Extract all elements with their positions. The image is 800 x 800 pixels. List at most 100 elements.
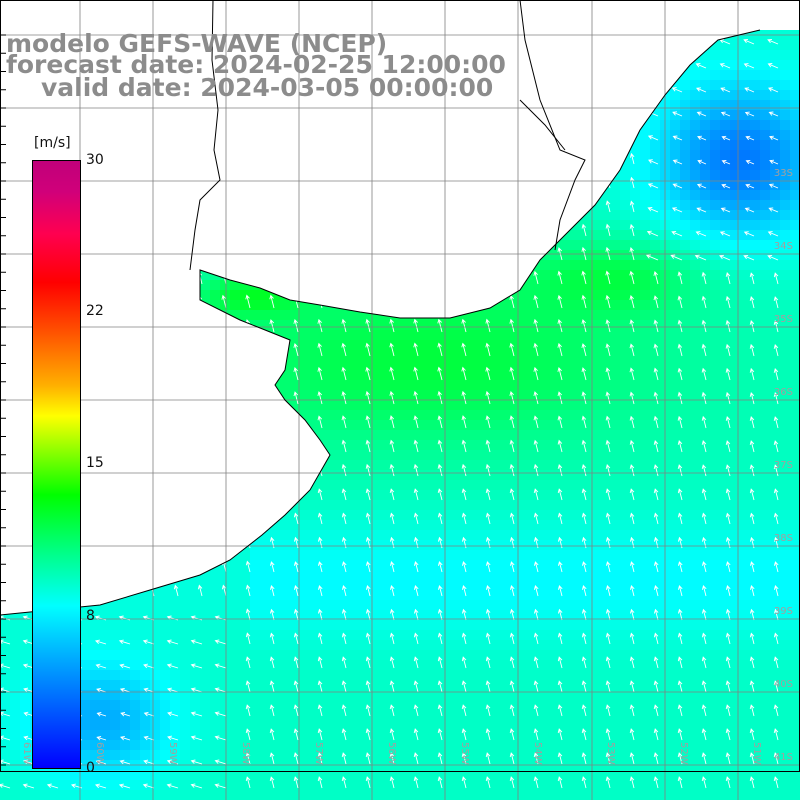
wind-cell	[740, 320, 750, 330]
wind-cell	[490, 450, 500, 460]
wind-cell	[200, 340, 210, 350]
wind-cell	[730, 140, 740, 150]
wind-cell	[130, 230, 140, 240]
wind-cell	[470, 330, 480, 340]
wind-cell	[650, 380, 660, 390]
wind-cell	[630, 120, 640, 130]
wind-cell	[390, 150, 400, 160]
wind-cell	[500, 550, 510, 560]
wind-cell	[500, 170, 510, 180]
wind-cell	[160, 430, 170, 440]
wind-cell	[480, 390, 490, 400]
wind-cell	[490, 470, 500, 480]
wind-cell	[750, 550, 760, 560]
wind-cell	[780, 160, 790, 170]
wind-cell	[200, 360, 210, 370]
wind-cell	[490, 160, 500, 170]
wind-cell	[600, 120, 610, 130]
wind-cell	[510, 340, 520, 350]
wind-cell	[700, 460, 710, 470]
wind-cell	[610, 290, 620, 300]
wind-cell	[420, 340, 430, 350]
wind-cell	[770, 480, 780, 490]
wind-cell	[530, 530, 540, 540]
wind-cell	[260, 450, 270, 460]
wind-cell	[260, 620, 270, 630]
wind-cell	[790, 480, 800, 490]
wind-cell	[670, 130, 680, 140]
wind-cell	[240, 110, 250, 120]
wind-cell	[640, 530, 650, 540]
wind-cell	[600, 230, 610, 240]
wind-cell	[420, 370, 430, 380]
wind-cell	[250, 450, 260, 460]
wind-cell	[100, 540, 110, 550]
wind-cell	[720, 90, 730, 100]
wind-cell	[710, 230, 720, 240]
wind-cell	[570, 580, 580, 590]
wind-cell	[10, 390, 20, 400]
wind-cell	[730, 340, 740, 350]
wind-cell	[180, 470, 190, 480]
wind-cell	[250, 410, 260, 420]
wind-cell	[420, 250, 430, 260]
wind-cell	[150, 260, 160, 270]
wind-cell	[250, 380, 260, 390]
wind-cell	[270, 460, 280, 470]
wind-cell	[130, 320, 140, 330]
wind-cell	[310, 200, 320, 210]
wind-cell	[180, 260, 190, 270]
wind-cell	[570, 320, 580, 330]
wind-cell	[490, 340, 500, 350]
wind-cell	[90, 120, 100, 130]
wind-cell	[0, 590, 10, 600]
wind-cell	[0, 530, 10, 540]
wind-cell	[160, 130, 170, 140]
wind-cell	[540, 330, 550, 340]
wind-cell	[680, 20, 690, 30]
wind-cell	[250, 620, 260, 630]
wind-cell	[140, 370, 150, 380]
wind-cell	[410, 240, 420, 250]
wind-cell	[470, 130, 480, 140]
wind-cell	[590, 550, 600, 560]
wind-cell	[0, 350, 10, 360]
wind-cell	[520, 430, 530, 440]
wind-cell	[20, 590, 30, 600]
wind-cell	[90, 610, 100, 620]
wind-cell	[670, 170, 680, 180]
wind-cell	[720, 580, 730, 590]
wind-cell	[700, 170, 710, 180]
wind-cell	[790, 220, 800, 230]
wind-cell	[290, 410, 300, 420]
wind-cell	[640, 590, 650, 600]
wind-cell	[180, 180, 190, 190]
wind-cell	[170, 200, 180, 210]
wind-cell	[670, 160, 680, 170]
wind-cell	[150, 520, 160, 530]
wind-cell	[780, 300, 790, 310]
wind-cell	[130, 480, 140, 490]
wind-cell	[340, 330, 350, 340]
wind-cell	[360, 520, 370, 530]
wind-cell	[140, 490, 150, 500]
wind-cell	[740, 460, 750, 470]
wind-cell	[340, 500, 350, 510]
wind-cell	[240, 250, 250, 260]
wind-cell	[90, 440, 100, 450]
wind-cell	[260, 550, 270, 560]
wind-cell	[230, 240, 240, 250]
wind-cell	[400, 280, 410, 290]
wind-cell	[700, 280, 710, 290]
wind-cell	[630, 60, 640, 70]
wind-cell	[20, 310, 30, 320]
wind-cell	[560, 500, 570, 510]
wind-cell	[690, 480, 700, 490]
wind-cell	[20, 130, 30, 140]
wind-cell	[780, 280, 790, 290]
wind-cell	[530, 180, 540, 190]
wind-cell	[540, 380, 550, 390]
wind-cell	[190, 240, 200, 250]
wind-cell	[670, 410, 680, 420]
wind-cell	[570, 70, 580, 80]
